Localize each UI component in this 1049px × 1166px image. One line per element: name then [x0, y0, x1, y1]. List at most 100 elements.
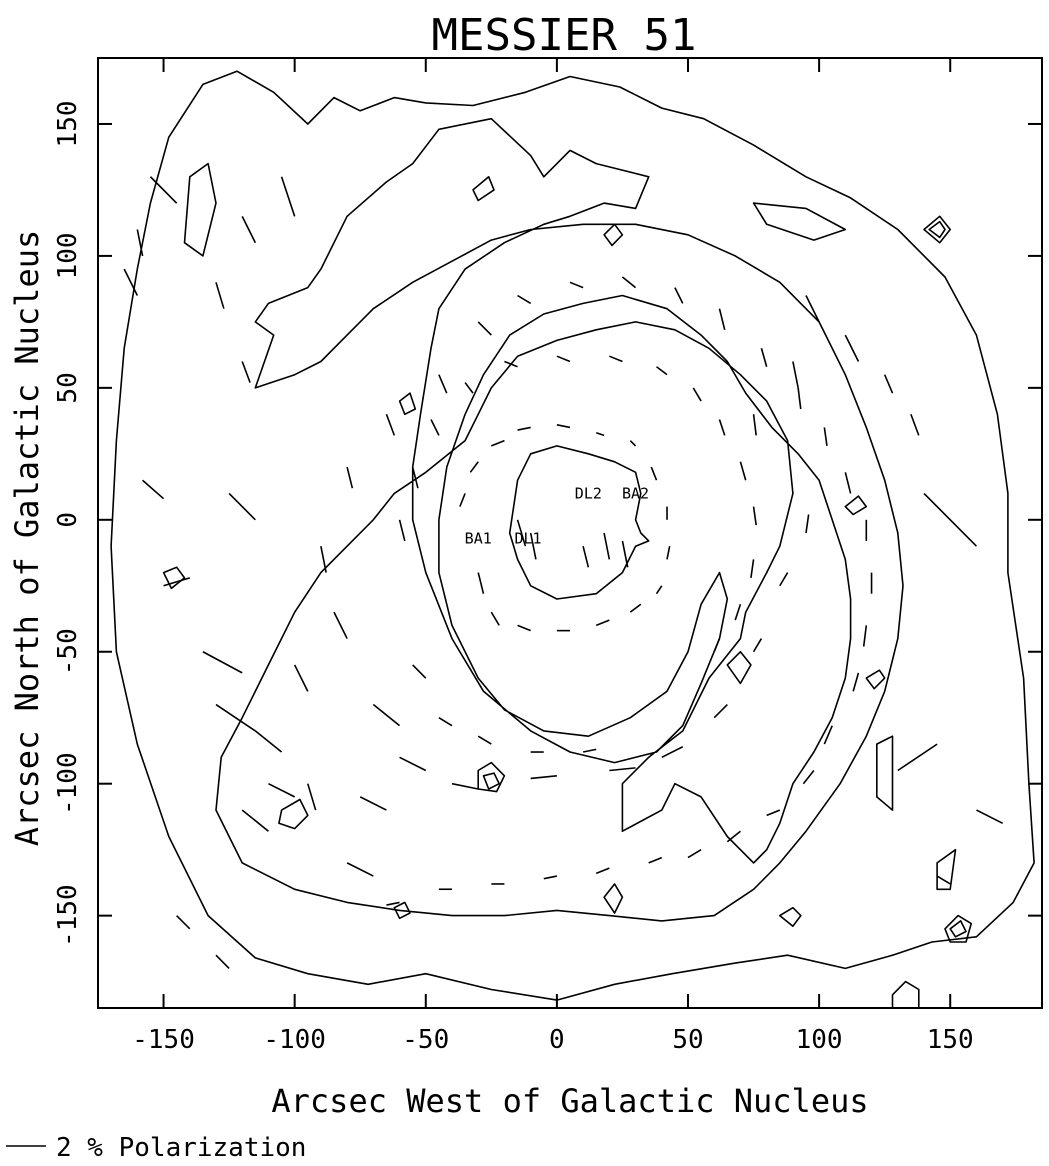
polarization-vector-67 [780, 573, 788, 586]
polarization-vector-42 [688, 850, 701, 858]
polarization-vector-101 [557, 425, 570, 428]
polarization-vector-50 [845, 335, 858, 361]
contour-9 [780, 908, 801, 927]
polarization-vector-49 [806, 296, 819, 322]
polarization-vector-7 [143, 480, 164, 498]
polarization-vector-37 [853, 673, 858, 691]
contour-7 [945, 916, 971, 942]
polarization-vector-36 [864, 625, 867, 646]
polarization-vector-52 [911, 414, 919, 435]
polarization-vector-29 [719, 309, 724, 330]
polarization-vector-78 [504, 361, 517, 366]
contour-17 [604, 224, 622, 245]
y-tick-label: 0 [53, 512, 83, 528]
polarization-vector-91 [518, 625, 531, 630]
polarization-vector-90 [491, 612, 499, 625]
polarization-vector-93 [596, 620, 609, 625]
polarization-vector-6 [242, 361, 250, 382]
polarization-vector-98 [651, 467, 656, 480]
polarization-vector-26 [570, 282, 583, 287]
contour-1 [216, 119, 903, 921]
contour-21 [754, 203, 846, 240]
polarization-vector-102 [518, 427, 531, 430]
polarization-vector-84 [740, 462, 745, 480]
polarization-vector-30 [761, 348, 766, 366]
polarization-vector-32 [824, 427, 827, 445]
polarization-vector-74 [400, 520, 405, 541]
contour-22 [877, 736, 893, 810]
polarization-vector-100 [596, 433, 604, 436]
polarization-vector-18 [295, 665, 308, 691]
polarization-vector-71 [478, 736, 491, 744]
polarization-vector-55 [976, 810, 1002, 823]
polarization-vector-5 [216, 282, 224, 308]
x-axis-label: Arcsec West of Galactic Nucleus [271, 1082, 868, 1120]
contour-23 [937, 850, 955, 890]
contour-19 [866, 670, 884, 689]
polarization-vector-82 [693, 388, 701, 401]
contour-layer [111, 71, 1034, 1008]
polarization-vector-15 [242, 810, 268, 831]
polarization-vector-69 [413, 665, 426, 678]
y-tick-label: 150 [53, 100, 83, 147]
y-tick-label: 100 [53, 232, 83, 279]
polarization-vector-77 [465, 383, 473, 394]
polarization-vector-109 [604, 533, 609, 559]
contour-10 [893, 982, 919, 1008]
polarization-vector-85 [754, 507, 757, 525]
region-label-3: BA2 [622, 485, 649, 503]
contour-5 [924, 216, 950, 242]
contour-15 [604, 884, 622, 913]
polarization-vector-3 [282, 177, 295, 217]
polarization-vector-96 [667, 546, 670, 559]
polarization-vector-73 [583, 749, 596, 752]
polarization-vector-23 [439, 375, 447, 393]
region-label-2: DL2 [575, 485, 602, 503]
polarization-vector-20 [321, 546, 326, 572]
x-tick-label: -150 [132, 1025, 195, 1055]
polarization-vector-70 [439, 718, 452, 726]
polarization-vector-60 [400, 757, 426, 770]
polarization-vector-108 [583, 546, 588, 567]
polarization-vector-56 [937, 876, 950, 884]
polarization-vector-22 [386, 414, 394, 435]
polarization-vector-4 [242, 216, 255, 242]
polarization-vector-43 [649, 858, 662, 863]
contour-4 [484, 773, 500, 789]
polarization-vector-45 [544, 876, 557, 879]
polarization-vector-11 [216, 705, 255, 731]
polarization-vector-65 [714, 705, 727, 718]
polarization-vector-14 [268, 784, 294, 797]
x-tick-label: 100 [796, 1025, 843, 1055]
contour-8 [950, 921, 966, 937]
polarization-vector-99 [630, 441, 635, 446]
contour-16 [473, 177, 494, 201]
polarization-vector-17 [347, 863, 373, 876]
polarization-vector-86 [751, 559, 754, 577]
polarization-vector-25 [518, 296, 531, 304]
polarization-vector-57 [793, 361, 798, 387]
polarization-vector-51 [885, 375, 893, 393]
polarization-vector-24 [478, 322, 491, 335]
polarization-vector-12 [255, 731, 281, 752]
polarization-vector-27 [622, 277, 635, 288]
y-axis-label: Arcsec North of Galactic Nucleus [8, 230, 46, 847]
polarization-vector-94 [630, 604, 640, 612]
polarization-vector-89 [478, 573, 483, 594]
polarization-vector-66 [754, 639, 762, 652]
region-label-0: BA1 [465, 530, 492, 548]
contour-0 [111, 71, 1034, 1000]
polarization-vector-76 [431, 420, 439, 436]
x-tick-label: -50 [402, 1025, 449, 1055]
x-tick-label: -100 [263, 1025, 326, 1055]
polarization-vector-54 [898, 744, 937, 770]
contour-18 [727, 652, 751, 684]
y-tick-labels: -150 -100 -50 0 50 100 150 [53, 100, 83, 946]
polarization-vector-111 [177, 916, 190, 929]
contour-24 [400, 393, 416, 414]
contour-2 [510, 446, 649, 599]
polarization-vector-88 [714, 639, 719, 652]
polarization-vector-21 [347, 467, 352, 488]
polarization-vector-80 [609, 356, 622, 361]
